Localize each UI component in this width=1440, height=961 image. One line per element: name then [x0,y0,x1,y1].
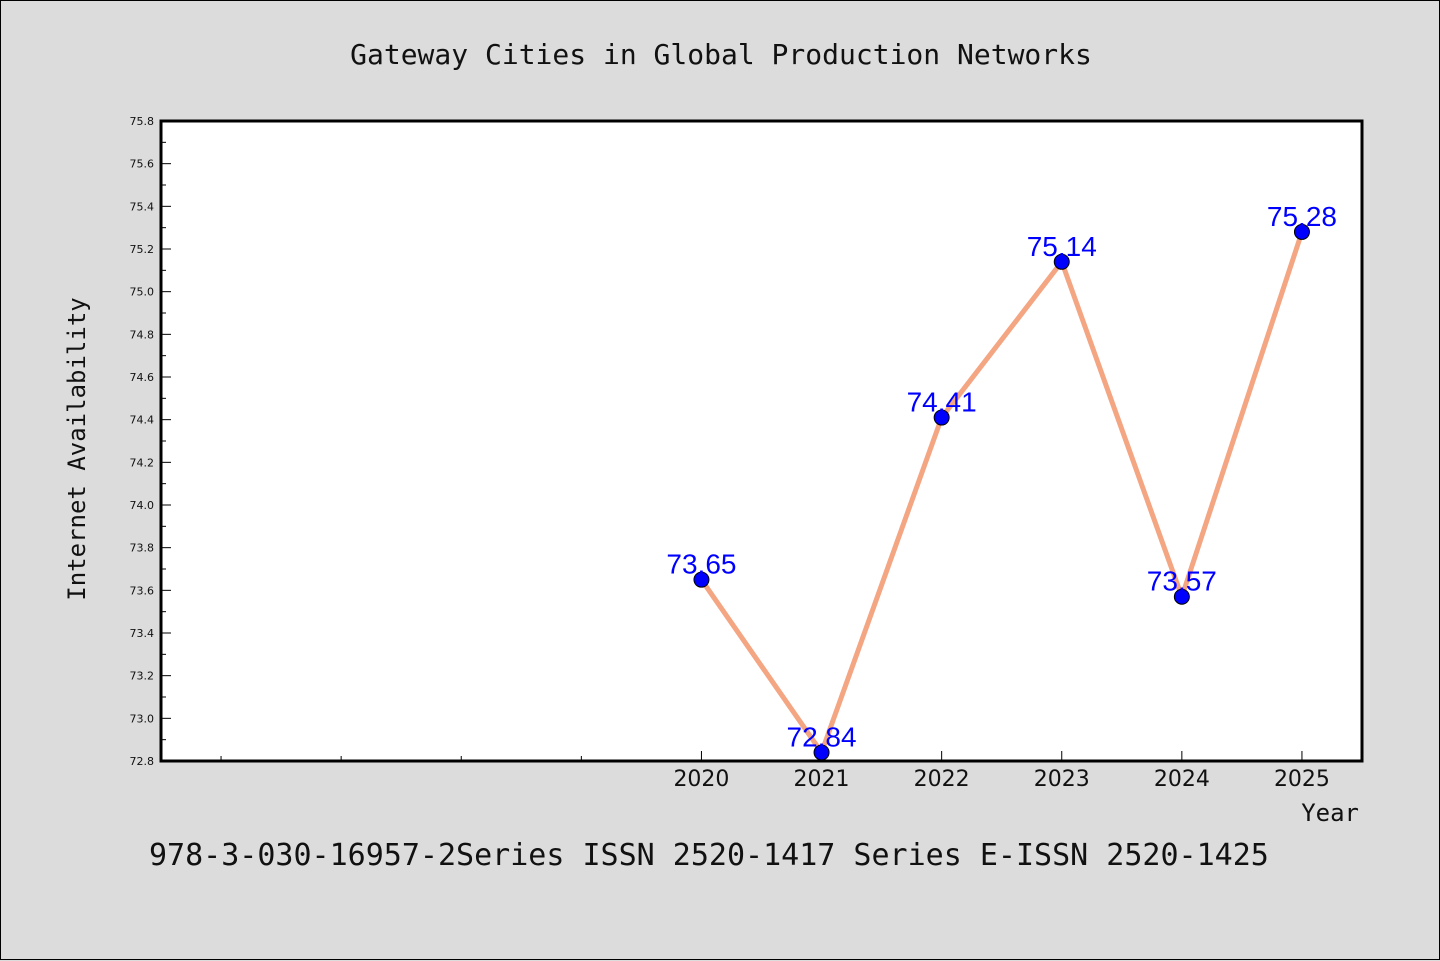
data-point-marker [1173,588,1190,605]
data-point-marker [693,571,710,588]
y-tick-label: 72.8 [130,755,155,768]
data-label: 73.65 [666,549,736,580]
y-tick-label: 74.6 [130,371,155,384]
series-line [698,229,1305,755]
data-point-marker [933,409,950,426]
x-axis-label: Year [1301,799,1359,827]
plot-area [161,121,1362,761]
data-label: 74.41 [907,387,977,418]
y-axis-label: Internet Availability [63,297,91,600]
footer-text: 978-3-030-16957-2Series ISSN 2520-1417 S… [149,838,1269,873]
y-tick-label: 73.0 [130,712,155,725]
y-tick-label: 74.4 [130,414,155,427]
y-tick-label: 74.2 [130,456,155,469]
series-polyline [698,229,1305,755]
y-tick-label: 73.8 [130,542,155,555]
y-tick-label: 75.2 [130,243,155,256]
y-tick-label: 75.6 [130,158,155,171]
chart-title: Gateway Cities in Global Production Netw… [350,38,1092,71]
x-tick-label: 2021 [794,767,850,792]
y-tick-label: 75.0 [130,286,155,299]
data-labels: 73.65 72.84 74.41 75.14 73.57 75.28 [666,201,1337,753]
y-tick-label: 74.0 [130,499,155,512]
y-tick-label: 73.4 [130,627,155,640]
x-axis-ticks: 2020 2021 2022 2023 2024 2025 [220,751,1330,792]
y-tick-label: 74.8 [130,328,155,341]
y-tick-label: 75.8 [130,115,155,128]
y-axis-ticks: 72.8 73.0 73.2 73.4 73.6 73.8 74.0 74.2 74.4 74.6… [130,115,171,768]
plot-frame [159,119,1364,763]
data-point-marker [1053,253,1070,270]
y-tick-label: 73.6 [130,584,155,597]
data-label: 72.84 [787,721,857,752]
data-label: 73.57 [1147,566,1217,597]
x-tick-label: 2025 [1274,767,1330,792]
x-tick-label: 2024 [1154,767,1210,792]
x-tick-label: 2020 [673,767,729,792]
x-tick-label: 2023 [1034,767,1090,792]
y-tick-label: 75.4 [130,200,155,213]
data-label: 75.28 [1267,201,1337,232]
y-tick-label: 73.2 [130,670,155,683]
data-label: 75.14 [1027,231,1097,262]
data-point-marker [1293,223,1310,240]
data-points [693,223,1310,761]
x-tick-label: 2022 [914,767,970,792]
